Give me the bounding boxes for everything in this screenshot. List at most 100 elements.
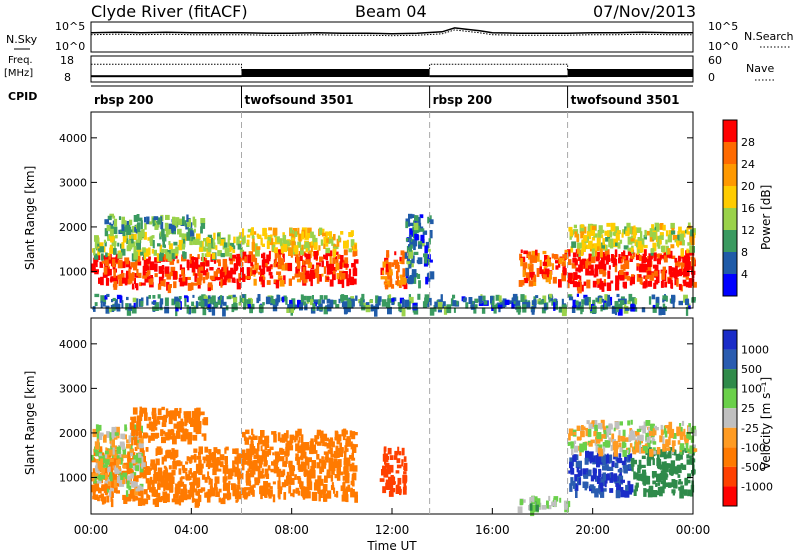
data-cell (597, 422, 603, 429)
data-cell (187, 489, 191, 494)
data-cell (169, 435, 173, 440)
data-cell (157, 492, 161, 498)
scale-frame (722, 329, 738, 507)
data-cell (546, 500, 549, 509)
data-cell (634, 444, 640, 453)
data-cell (181, 269, 185, 276)
data-cell (126, 480, 130, 489)
data-cell (183, 277, 188, 286)
data-cell (93, 475, 97, 484)
data-cell (667, 248, 671, 255)
data-cell (403, 479, 407, 489)
data-cell (109, 213, 114, 218)
data-cell (273, 279, 278, 283)
data-cell (226, 296, 232, 300)
data-cell (202, 307, 207, 316)
data-cell (529, 503, 533, 511)
data-cell (206, 495, 211, 503)
data-cell (351, 263, 356, 268)
data-cell (630, 247, 634, 252)
data-cell (179, 233, 184, 238)
data-cell (185, 474, 191, 481)
data-cell (204, 476, 208, 483)
data-cell (337, 254, 341, 260)
data-cell (141, 282, 146, 286)
data-cell (175, 307, 178, 317)
data-cell (571, 449, 574, 456)
data-cell (151, 489, 157, 497)
data-cell (117, 458, 121, 465)
data-cell (619, 447, 624, 453)
data-cell (329, 255, 332, 265)
data-cell (158, 276, 164, 284)
data-cell (108, 489, 112, 497)
data-cell (660, 449, 664, 458)
data-cell (131, 459, 136, 464)
data-cell (117, 242, 120, 247)
data-cell (201, 474, 206, 480)
data-cell (227, 239, 230, 248)
data-cell (636, 431, 640, 437)
data-cell (574, 259, 578, 266)
data-cell (606, 282, 612, 291)
data-cell (253, 454, 256, 459)
data-cell (266, 444, 270, 448)
data-cell (235, 448, 239, 455)
data-cell (125, 478, 128, 484)
data-cell (598, 485, 603, 494)
data-cell (525, 301, 531, 308)
data-cell (662, 298, 665, 303)
data-cell (172, 433, 176, 439)
data-cell (618, 271, 621, 280)
data-cell (255, 450, 259, 458)
data-cell (314, 436, 318, 445)
data-cell (165, 408, 169, 417)
data-cell (606, 301, 611, 307)
data-cell (126, 475, 131, 484)
data-cell (324, 442, 327, 447)
data-cell (409, 228, 415, 237)
data-cell (94, 473, 99, 477)
data-cell (548, 495, 551, 501)
data-cell (239, 247, 243, 254)
data-cell (152, 421, 157, 429)
data-cell (229, 247, 234, 251)
data-cell (597, 243, 602, 249)
data-cell (157, 283, 162, 290)
data-cell (627, 480, 631, 488)
data-cell (416, 259, 422, 264)
data-cell (183, 468, 188, 472)
data-cell (168, 475, 174, 479)
data-cell (638, 263, 644, 273)
data-cell (159, 307, 163, 311)
data-cell (411, 276, 417, 284)
data-cell (659, 239, 662, 245)
data-cell (517, 506, 523, 513)
data-cell (382, 486, 387, 494)
data-cell (437, 307, 442, 313)
data-cell (453, 307, 456, 313)
data-cell (180, 488, 185, 494)
scale-band (723, 274, 737, 296)
data-cell (606, 222, 611, 227)
data-cell (226, 482, 229, 490)
data-cell (107, 488, 110, 493)
data-cell (141, 229, 145, 237)
data-cell (165, 214, 170, 220)
date-title: 07/Nov/2013 (593, 2, 696, 21)
data-cell (567, 294, 572, 298)
data-cell (685, 251, 690, 260)
data-cell (151, 235, 155, 239)
data-cell (599, 229, 605, 234)
data-cell (335, 259, 339, 264)
data-cell (198, 273, 203, 281)
data-cell (182, 491, 187, 497)
data-cell (137, 456, 142, 464)
data-cell (270, 264, 273, 268)
data-cell (207, 295, 211, 299)
data-cell (607, 473, 610, 481)
data-cell (256, 246, 261, 250)
data-cell (391, 300, 395, 306)
data-cell (95, 269, 99, 273)
data-cell (98, 487, 102, 494)
